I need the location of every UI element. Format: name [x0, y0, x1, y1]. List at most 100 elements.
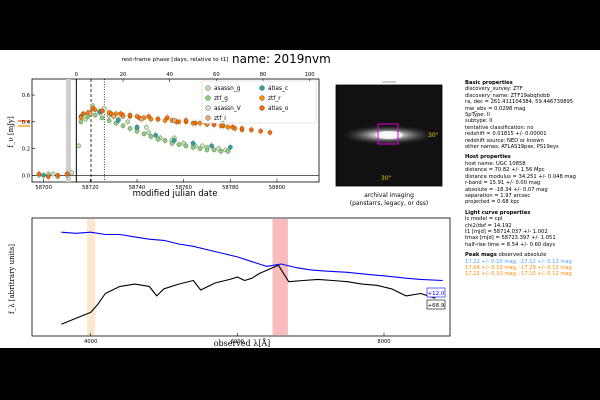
- datapoint-asassn_g: [76, 143, 81, 149]
- lightcurve-legend: asassn_g atlas_c ztf_g ztf_r asassn_V atlas_o…: [201, 80, 317, 124]
- image-scale-label-bottom: 30": [381, 175, 392, 182]
- lightcurve-t1-band: [66, 79, 71, 182]
- datapoint-ztf_i: [88, 111, 93, 117]
- spectrum-label-box-black: [426, 299, 446, 310]
- datapoint-asassn_g: [125, 119, 130, 125]
- datapoint-ztf_i: [172, 118, 177, 123]
- basic-line: other names: ATLAS19pxe, PS19eys: [465, 144, 559, 151]
- host-line: r-band = 15.91 +/- 0.00 mag: [465, 180, 541, 187]
- basic-line: discovery_name: ZTF19abqhobb: [465, 92, 550, 99]
- phase-tick-label: 60: [213, 72, 220, 78]
- imaging-panel: 30" 30" archival imaging (panstarrs, leg…: [335, 81, 443, 207]
- lc-ytick-label: 0.2: [22, 147, 30, 153]
- phase-tick-label: 20: [120, 72, 127, 78]
- sn-position-box: [377, 123, 399, 145]
- datapoint-atlas_c: [116, 118, 121, 123]
- lightcurve-panel: 58700 58720 58740 58760 58780 58800 0.0 0.2 0.4…: [7, 57, 320, 199]
- datapoint-asassn_V: [69, 170, 74, 175]
- datapoint-ztf_r: [197, 120, 203, 126]
- legend-label-asassn_V: asassn_V: [214, 106, 241, 112]
- legend-swatch-ztf_g: [205, 95, 211, 101]
- datapoint-atlas_o: [249, 127, 254, 133]
- legend-swatch-asassn_g: [205, 85, 211, 91]
- datapoint-atlas_o: [127, 112, 133, 118]
- phase-tick-label: 40: [166, 72, 173, 78]
- phase-tick-label: 80: [260, 72, 267, 78]
- host-line: projected = 0.68 kpc: [465, 199, 520, 206]
- datapoint-atlas_o: [46, 174, 51, 179]
- datapoint-ztf_r: [225, 124, 231, 130]
- host-line: absolute = -18.34 +/- 0.07 mag: [465, 186, 548, 193]
- datapoint-atlas_c: [228, 144, 233, 150]
- datapoint-ztf_g: [176, 142, 182, 147]
- peak-mags: Peak mags observed absolute 17.22 +/- 0.…: [465, 252, 597, 278]
- host-properties: Host properties host name: UGC 10858 dis…: [465, 154, 597, 205]
- legend-swatch-atlas_o: [259, 105, 265, 111]
- lc-line: half-rise time = 8.54 +/- 0.60 days: [465, 241, 556, 248]
- datapoint-atlas_c: [172, 138, 177, 143]
- lc-ytick-label: 0.6: [22, 93, 30, 99]
- datapoint-ztf_g: [162, 138, 168, 143]
- datapoint-ztf_i: [139, 116, 144, 122]
- spectrum-line-blue: [61, 231, 443, 282]
- image-caption-2: (panstarrs, legacy, or dss): [350, 200, 429, 207]
- lc-properties: Light curve properties lc model = cpl ch…: [465, 210, 597, 248]
- info-panel: Basic properties discovery_survey: ZTF d…: [465, 80, 597, 282]
- datapoint-atlas_o: [90, 106, 95, 111]
- lc-line: chi2/dof = 14.192: [465, 222, 512, 229]
- spectrum-label-black: +68.9: [428, 303, 445, 309]
- lightcurve-xlabel: modified julian date: [133, 189, 218, 199]
- lc-ytick-label: 0.0: [22, 173, 30, 179]
- datapoint-atlas_o: [230, 124, 235, 130]
- datapoint-atlas_o: [239, 126, 245, 131]
- peak-heading-suffix: observed absolute: [496, 252, 547, 259]
- datapoint-atlas_o: [81, 111, 86, 117]
- basic-line: tentative classification: no: [465, 124, 534, 131]
- datapoint-atlas_o: [193, 120, 198, 126]
- datapoint-ztf_g: [211, 147, 217, 153]
- datapoint-atlas_o: [55, 173, 60, 178]
- datapoint-atlas_c: [209, 143, 214, 149]
- spectrum-panel: 4000 6000 8000 +12.0 +68.9 observed λ[Å] f…: [8, 217, 451, 348]
- legend-label-ztf_r: ztf_r: [268, 96, 281, 102]
- figure-title: name: 2019nvm: [232, 52, 331, 66]
- datapoint-atlas_o: [267, 130, 273, 135]
- legend-label-atlas_o: atlas_o: [268, 106, 289, 112]
- legend-label-ztf_g: ztf_g: [214, 96, 228, 102]
- datapoint-ztf_g: [106, 118, 112, 123]
- spectrum-highlight-band: [272, 219, 288, 335]
- legend-label-ztf_i: ztf_i: [214, 116, 226, 122]
- basic-line: redshift = 0.01815 +/- 0.00001: [465, 131, 547, 138]
- basic-line: subtype: II: [465, 118, 493, 125]
- basic-properties: Basic properties discovery_survey: ZTF d…: [465, 80, 597, 150]
- legend-label-asassn_g: asassn_g: [214, 86, 241, 92]
- phase-tick-label: 0: [75, 72, 78, 78]
- spec-xtick-label: 4000: [84, 339, 97, 345]
- spectrum-highlight-band: [87, 219, 96, 335]
- phase-tick-label: 100: [305, 72, 315, 78]
- lc-ytick-label: 0.4: [22, 120, 31, 126]
- datapoint-atlas_o: [36, 171, 42, 177]
- legend-label-atlas_c: atlas_c: [268, 86, 288, 92]
- peak-line: 17.22 +/- 0.10 mag, -17.10 +/- 0.12 mag: [465, 271, 572, 278]
- spec-xtick-label: 8000: [377, 339, 390, 345]
- host-line: separation = 1.97 arcsec: [465, 192, 531, 199]
- legend-swatch-atlas_c: [259, 85, 265, 91]
- lc-xtick-label: 58800: [269, 185, 286, 191]
- lc-heading: Light curve properties: [465, 209, 531, 216]
- datapoint-ztf_g: [120, 123, 126, 129]
- datapoint-ztf_r: [78, 115, 84, 121]
- phase-axis-label: rest-frame phase [days, relative to t1]: [122, 57, 229, 63]
- legend-swatch-ztf_r: [259, 95, 265, 101]
- datapoint-atlas_o: [221, 123, 226, 129]
- image-scale-label-top: 30": [428, 132, 439, 139]
- basic-line: SpType: II: [465, 112, 490, 119]
- datapoint-atlas_o: [258, 128, 263, 134]
- spectrum-label-blue: +12.0: [428, 291, 445, 297]
- host-line: distance modulus = 34.251 +/- 0.048 mag: [465, 173, 576, 180]
- datapoint-asassn_V: [144, 124, 149, 130]
- lightcurve-ylabel: f_ν [mJy]: [7, 116, 15, 148]
- lc-xtick-label: 58720: [82, 185, 99, 191]
- lc-xtick-label: 58760: [175, 185, 192, 191]
- lc-line: t1 [mjd] = 58714.037 +/- 1.002: [465, 228, 548, 235]
